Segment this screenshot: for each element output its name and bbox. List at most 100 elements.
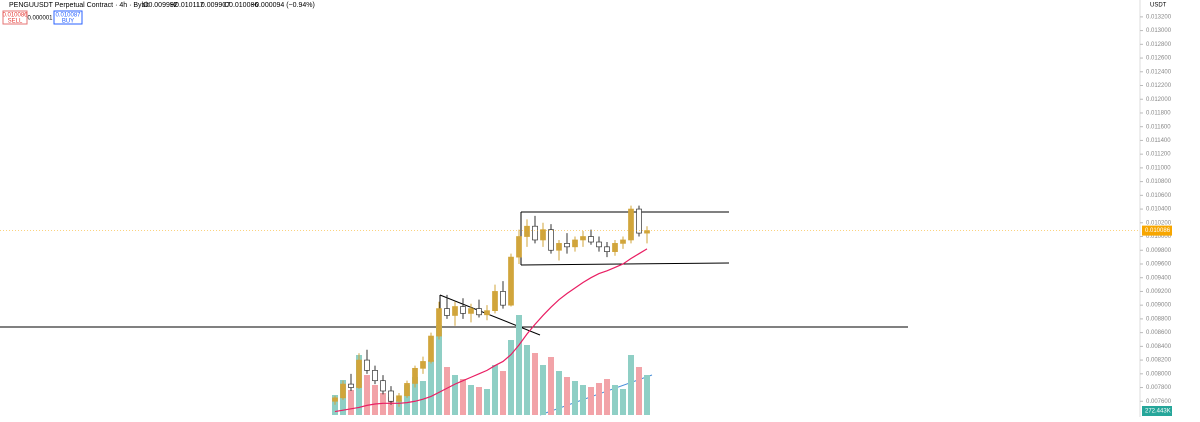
candle-body bbox=[580, 236, 586, 241]
candle-body bbox=[388, 390, 394, 402]
volume-bar bbox=[364, 375, 370, 415]
candle-body bbox=[372, 370, 378, 382]
volume-bar bbox=[500, 371, 506, 415]
low: L0.009907 bbox=[197, 2, 230, 9]
candle-body bbox=[564, 243, 570, 248]
candle-body bbox=[436, 308, 442, 337]
volume-bar bbox=[372, 385, 378, 415]
y-tick-label: 0.009200 bbox=[1146, 289, 1172, 295]
volume-bar bbox=[444, 367, 450, 415]
candle-body bbox=[548, 229, 554, 251]
candle-body bbox=[604, 246, 610, 252]
candle-body bbox=[404, 383, 410, 397]
candle-body bbox=[540, 229, 546, 241]
candle-body bbox=[348, 383, 354, 388]
last-price-label: 0.010086 bbox=[1145, 228, 1171, 234]
candle-body bbox=[364, 359, 370, 371]
candle-body bbox=[332, 397, 338, 402]
moving-average bbox=[334, 248, 648, 413]
y-tick-label: 0.012800 bbox=[1146, 42, 1172, 48]
volume-bar bbox=[532, 353, 538, 415]
candle-body bbox=[644, 230, 650, 234]
volume-bar bbox=[476, 387, 482, 415]
volume-bar bbox=[508, 340, 514, 415]
y-tick-label: 0.012400 bbox=[1146, 69, 1172, 75]
close: C0.010086 bbox=[224, 2, 258, 9]
y-tick-label: 0.011600 bbox=[1146, 124, 1171, 130]
volume-bar bbox=[580, 385, 586, 415]
y-tick-label: 0.010200 bbox=[1146, 220, 1172, 226]
y-tick-label: 0.008600 bbox=[1146, 330, 1172, 336]
candle-body bbox=[452, 306, 458, 316]
volume-bar bbox=[332, 395, 338, 415]
candle-body bbox=[612, 243, 618, 252]
symbol[interactable]: PENGUUSDT Perpetual Contract · 4h · Bybi… bbox=[9, 2, 149, 9]
y-tick-label: 0.008400 bbox=[1146, 344, 1172, 350]
y-tick-label: 0.010800 bbox=[1146, 179, 1172, 185]
y-tick-label: 0.012600 bbox=[1146, 56, 1172, 62]
volume-bar bbox=[452, 375, 458, 415]
candle-body bbox=[460, 306, 466, 314]
y-tick-label: 0.008000 bbox=[1146, 371, 1172, 377]
y-tick-label: 0.012200 bbox=[1146, 83, 1172, 89]
volume-bar bbox=[572, 381, 578, 415]
candle-body bbox=[492, 291, 498, 312]
candle-body bbox=[620, 239, 626, 244]
y-tick-label: 0.010400 bbox=[1146, 207, 1172, 213]
range-bottom-drawing[interactable] bbox=[520, 262, 730, 266]
sell-label: SELL bbox=[8, 19, 23, 25]
trendline-drawing[interactable] bbox=[439, 294, 541, 336]
volume-bar bbox=[348, 390, 354, 415]
volume-tag bbox=[1142, 406, 1172, 416]
volume-bar bbox=[460, 379, 466, 415]
candle-body bbox=[340, 383, 346, 399]
candle-body bbox=[476, 308, 482, 316]
candle-body bbox=[412, 367, 418, 384]
volume-bar bbox=[484, 389, 490, 415]
currency[interactable]: USDT bbox=[1150, 3, 1167, 9]
volume-bar bbox=[380, 393, 386, 415]
y-tick-label: 0.011200 bbox=[1146, 152, 1171, 158]
candle-body bbox=[420, 361, 426, 369]
buy-button[interactable] bbox=[53, 10, 83, 25]
y-tick-label: 0.007800 bbox=[1146, 385, 1172, 391]
candle-body bbox=[516, 236, 522, 258]
volume-bar bbox=[548, 357, 554, 415]
candle-body bbox=[588, 236, 594, 243]
candle-body bbox=[484, 310, 490, 316]
volume-bar bbox=[412, 377, 418, 415]
candle-body bbox=[444, 308, 450, 316]
y-tick-label: 0.013200 bbox=[1146, 14, 1172, 20]
volume-bar bbox=[404, 385, 410, 415]
y-tick-label: 0.011400 bbox=[1146, 138, 1171, 144]
volume-bar bbox=[428, 360, 434, 415]
y-tick-label: 0.009800 bbox=[1146, 248, 1172, 254]
y-tick-label: 0.009000 bbox=[1146, 303, 1172, 309]
y-tick-label: 0.011800 bbox=[1146, 111, 1171, 117]
open: O0.009992 bbox=[143, 2, 178, 9]
volume-bar bbox=[396, 400, 402, 415]
candle-body bbox=[628, 208, 634, 241]
y-tick-label: 0.012000 bbox=[1146, 97, 1172, 103]
sell-button[interactable] bbox=[2, 10, 28, 25]
volume-bar bbox=[524, 345, 530, 415]
volume-bar bbox=[628, 355, 634, 415]
candle-body bbox=[556, 243, 562, 251]
candle-body bbox=[636, 208, 642, 234]
y-tick-label: 0.010600 bbox=[1146, 193, 1172, 199]
y-tick-label: 0.008200 bbox=[1146, 358, 1172, 364]
volume-bar bbox=[436, 325, 442, 415]
candle-body bbox=[468, 308, 474, 314]
volume-label: 272.443K bbox=[1145, 409, 1171, 415]
volume-bar bbox=[604, 379, 610, 415]
volume-bar bbox=[468, 385, 474, 415]
y-tick-label: 0.011000 bbox=[1146, 165, 1171, 171]
volume-bar bbox=[612, 385, 618, 415]
volume-bar bbox=[588, 387, 594, 415]
volume-bar bbox=[492, 365, 498, 415]
candle-body bbox=[524, 225, 530, 237]
volume-bar bbox=[564, 377, 570, 415]
last-price-tag bbox=[1142, 225, 1172, 236]
